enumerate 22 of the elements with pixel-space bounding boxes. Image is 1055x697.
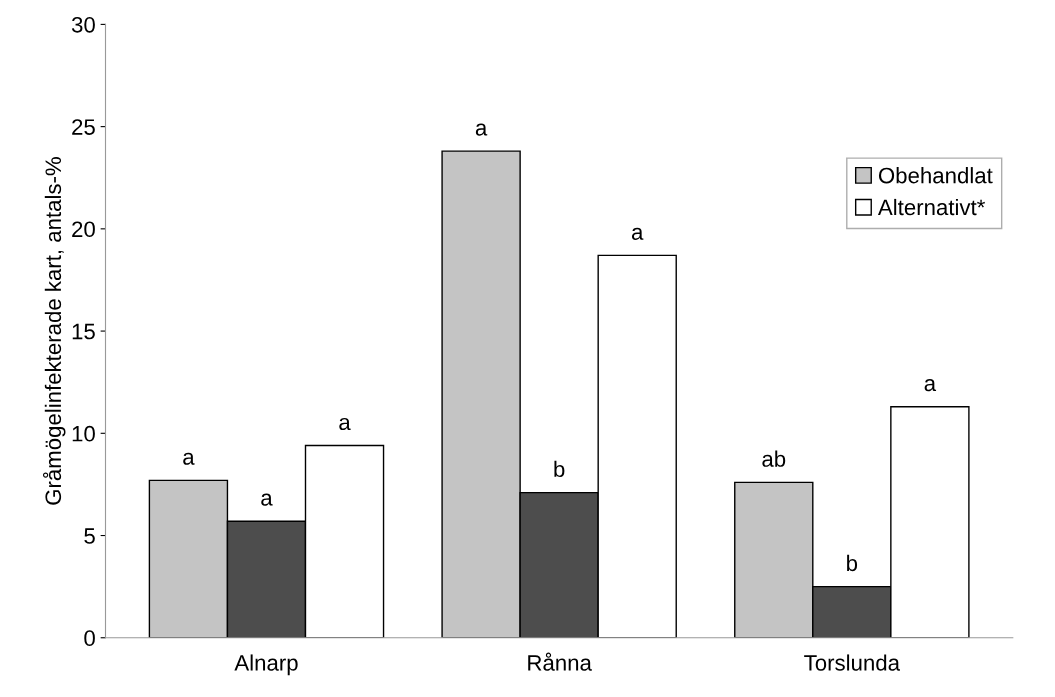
- y-axis-title: Gråmögelinfekterade kart, antals-%: [42, 157, 66, 505]
- x-tick-label: Torslunda: [804, 654, 900, 671]
- x-tick-label: Alnarp: [234, 654, 298, 676]
- y-tick-label: 10: [72, 425, 95, 442]
- legend-label: Alternativt*: [877, 198, 986, 216]
- data-label: ab: [762, 450, 786, 467]
- y-tick-label: 30: [71, 16, 95, 33]
- y-tick-label: 25: [72, 119, 95, 135]
- y-tick-label: 5: [84, 528, 95, 544]
- data-label: a: [183, 452, 195, 465]
- y-tick-label: 0: [84, 630, 95, 647]
- data-label: a: [924, 379, 937, 392]
- y-tick-label: 15: [72, 323, 95, 340]
- data-label: a: [631, 227, 644, 240]
- x-tick-label: Rånna: [528, 652, 592, 671]
- data-label: a: [475, 123, 488, 136]
- data-label: b: [554, 460, 565, 478]
- y-tick-label: 20: [72, 221, 95, 238]
- data-label: a: [339, 417, 351, 431]
- legend-label: Obehandlat: [878, 167, 993, 184]
- data-label: b: [847, 554, 858, 572]
- data-label: a: [261, 493, 273, 506]
